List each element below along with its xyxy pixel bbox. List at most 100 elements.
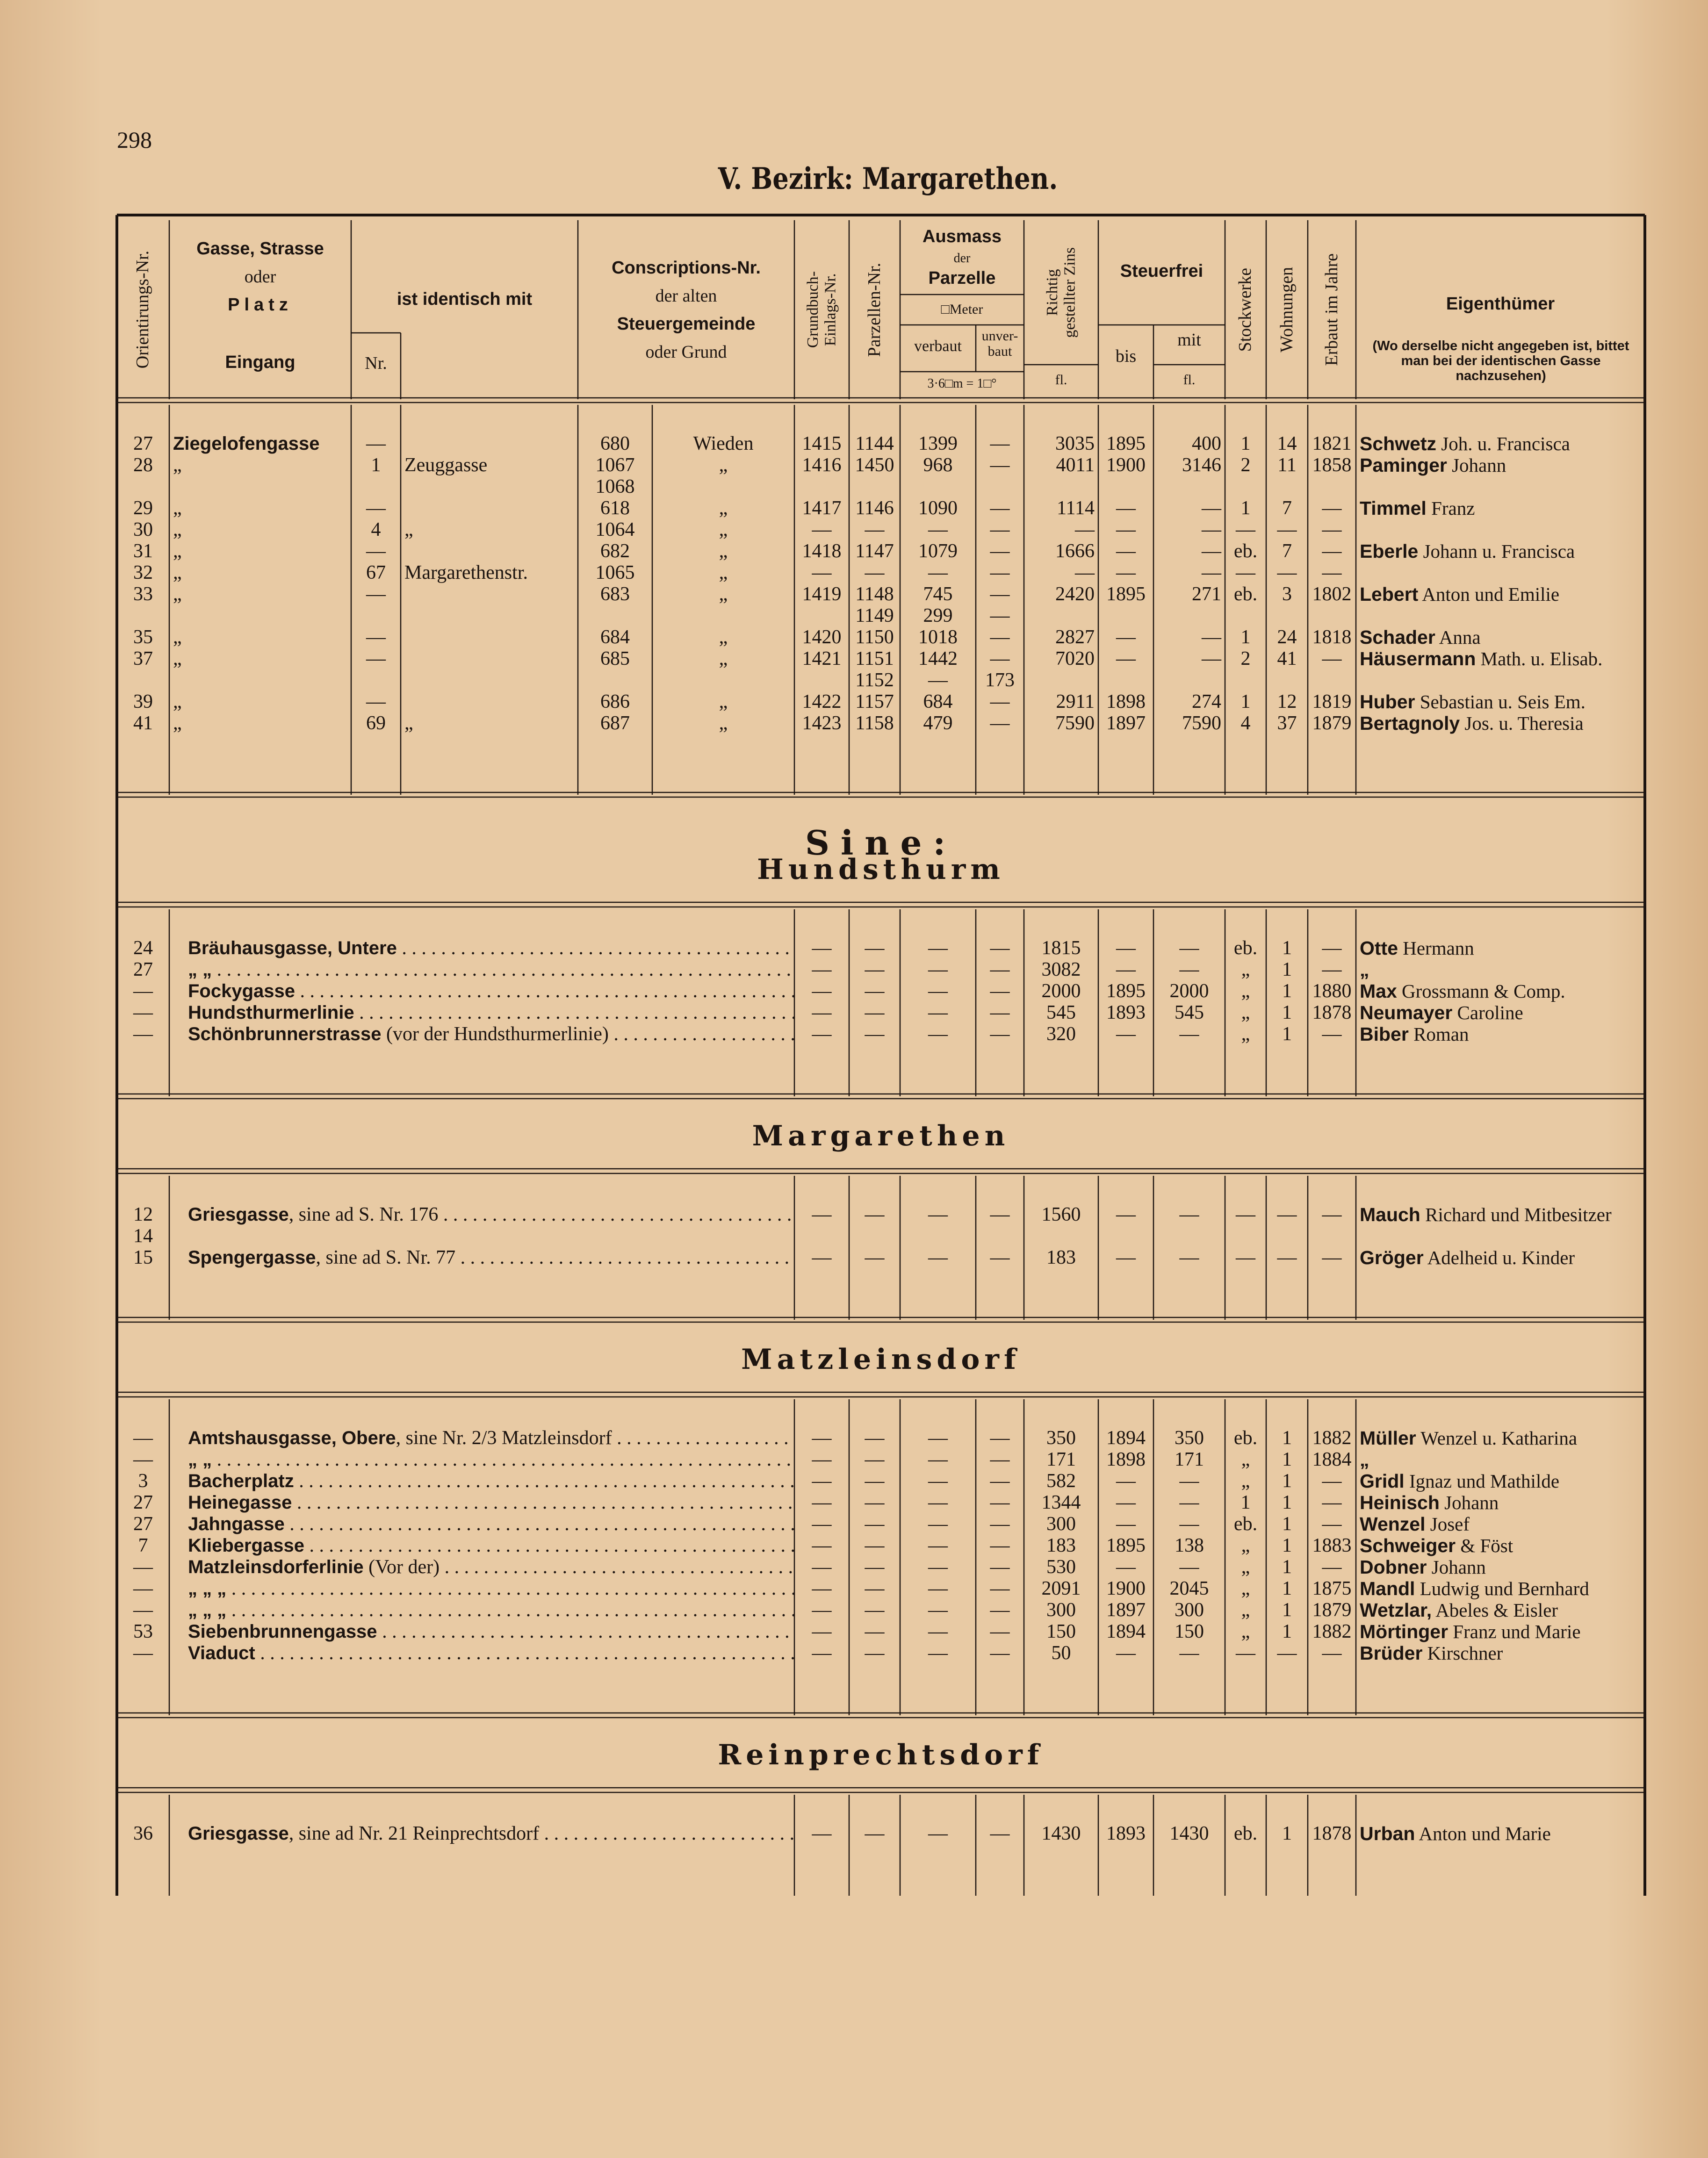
cell: 1878 — [1312, 1002, 1352, 1023]
cell: „ — [173, 454, 182, 476]
cell: — — [928, 1023, 948, 1045]
cell: 2045 — [1169, 1578, 1209, 1599]
cell: — — [990, 519, 1010, 540]
cell: 12 — [1277, 691, 1297, 712]
cell: — — [1116, 1204, 1136, 1225]
cell: 24 — [1277, 626, 1297, 648]
cell: „ — [719, 497, 728, 519]
cell: „ — [173, 691, 182, 712]
cell: „ — [1241, 1023, 1250, 1045]
cell: 41 — [1277, 648, 1297, 669]
cell: 27 — [133, 433, 153, 454]
cell: 50 — [1051, 1642, 1071, 1664]
cell: — — [990, 1427, 1010, 1449]
cell: 15 — [133, 1247, 153, 1268]
cell: 32 — [133, 562, 153, 583]
cell: — — [1322, 959, 1342, 980]
cell: — — [812, 1513, 832, 1535]
street: Griesgasse, sine ad Nr. 21 Reinprechtsdo… — [169, 1823, 794, 1844]
cell: 300 — [1046, 1599, 1076, 1621]
cell: 1 — [1240, 497, 1251, 519]
street: Kliebergasse — [169, 1535, 794, 1556]
cell: 1018 — [918, 626, 958, 648]
cell: — — [1322, 1247, 1342, 1268]
cell: 745 299 — [923, 583, 953, 626]
cell: — — [865, 1492, 885, 1513]
cell: „ — [1241, 1556, 1250, 1578]
cell: 7590 — [1055, 712, 1095, 734]
cell: 30 — [133, 519, 153, 540]
owner: Müller Wenzel u. Katharina — [1360, 1427, 1578, 1449]
cell: — — [990, 691, 1010, 712]
cell: 1150 — [855, 626, 894, 648]
cell: 4 — [371, 519, 381, 540]
cell: „ — [173, 626, 182, 648]
cell: 1898 — [1106, 1449, 1146, 1470]
cell: 684 — [923, 691, 953, 712]
cell: — — [1202, 540, 1221, 562]
owner: Gröger Adelheid u. Kinder — [1360, 1247, 1575, 1268]
cell: — — [865, 1642, 885, 1664]
cell: — — [928, 1204, 948, 1225]
cell: — — [1075, 519, 1095, 540]
cell: — — [133, 980, 153, 1002]
cell: 171 — [1046, 1449, 1076, 1470]
cell: „ — [1241, 1470, 1250, 1492]
cell: — — [812, 1621, 832, 1642]
cell: 685 — [600, 648, 630, 669]
street: Viaduct — [169, 1642, 794, 1664]
cell: — — [865, 1023, 885, 1045]
cell: 27 — [133, 1492, 153, 1513]
cell: — — [812, 937, 832, 959]
cell: 400 — [1192, 433, 1221, 454]
cell: — — [1322, 562, 1342, 583]
cell: 1419 — [802, 583, 842, 605]
cell: 2091 — [1041, 1578, 1081, 1599]
owner: Urban Anton und Marie — [1360, 1823, 1551, 1844]
cell: — — [812, 1470, 832, 1492]
cell: — — [1322, 1470, 1342, 1492]
owner: Schwetz Joh. u. Francisca — [1360, 433, 1570, 454]
cell: 1065 — [595, 562, 635, 583]
cell: „ — [719, 454, 728, 476]
cell: 7 — [138, 1535, 148, 1556]
cell: — — [812, 519, 832, 540]
owner: „ — [1360, 959, 1369, 980]
cell: 138 — [1175, 1535, 1204, 1556]
cell: „ — [719, 648, 728, 669]
owner: Schweiger & Föst — [1360, 1535, 1513, 1556]
cell: 1 — [1282, 1578, 1292, 1599]
street: „ „ „ — [169, 1578, 794, 1599]
cell: 1 — [1282, 1023, 1292, 1045]
cell: 1897 — [1106, 712, 1146, 734]
cell: 1157 — [855, 691, 894, 712]
owner: Lebert Anton und Emilie — [1360, 583, 1560, 605]
cell: — — [133, 1642, 153, 1664]
cell: 3082 — [1041, 959, 1081, 980]
header-label: oder Grund — [645, 342, 727, 362]
cell: — — [928, 1556, 948, 1578]
cell: 1894 — [1106, 1427, 1146, 1449]
cell: — — [865, 1513, 885, 1535]
cell: — — [1202, 626, 1221, 648]
header-label: verbaut — [914, 338, 962, 355]
cell: — — [1322, 1642, 1342, 1664]
cell: — — [133, 1556, 153, 1578]
cell: — — [1322, 648, 1342, 669]
cell: — — [865, 1470, 885, 1492]
cell: — — [990, 1535, 1010, 1556]
cell: — — [1277, 1642, 1297, 1664]
header-label: unver- baut — [981, 328, 1018, 359]
cell: 1560 — [1041, 1204, 1081, 1225]
cell: 31 — [133, 540, 153, 562]
cell: — — [133, 1578, 153, 1599]
cell: 1422 — [802, 691, 842, 712]
cell: eb. — [1233, 1427, 1258, 1449]
cell: 530 — [1046, 1556, 1076, 1578]
cell: — — [1277, 1247, 1297, 1268]
owner: Timmel Franz — [1360, 497, 1475, 519]
cell: 2911 — [1056, 691, 1095, 712]
cell: — — [812, 1023, 832, 1045]
owner: Mauch Richard und Mitbesitzer — [1360, 1204, 1612, 1225]
cell: 1423 — [802, 712, 842, 734]
